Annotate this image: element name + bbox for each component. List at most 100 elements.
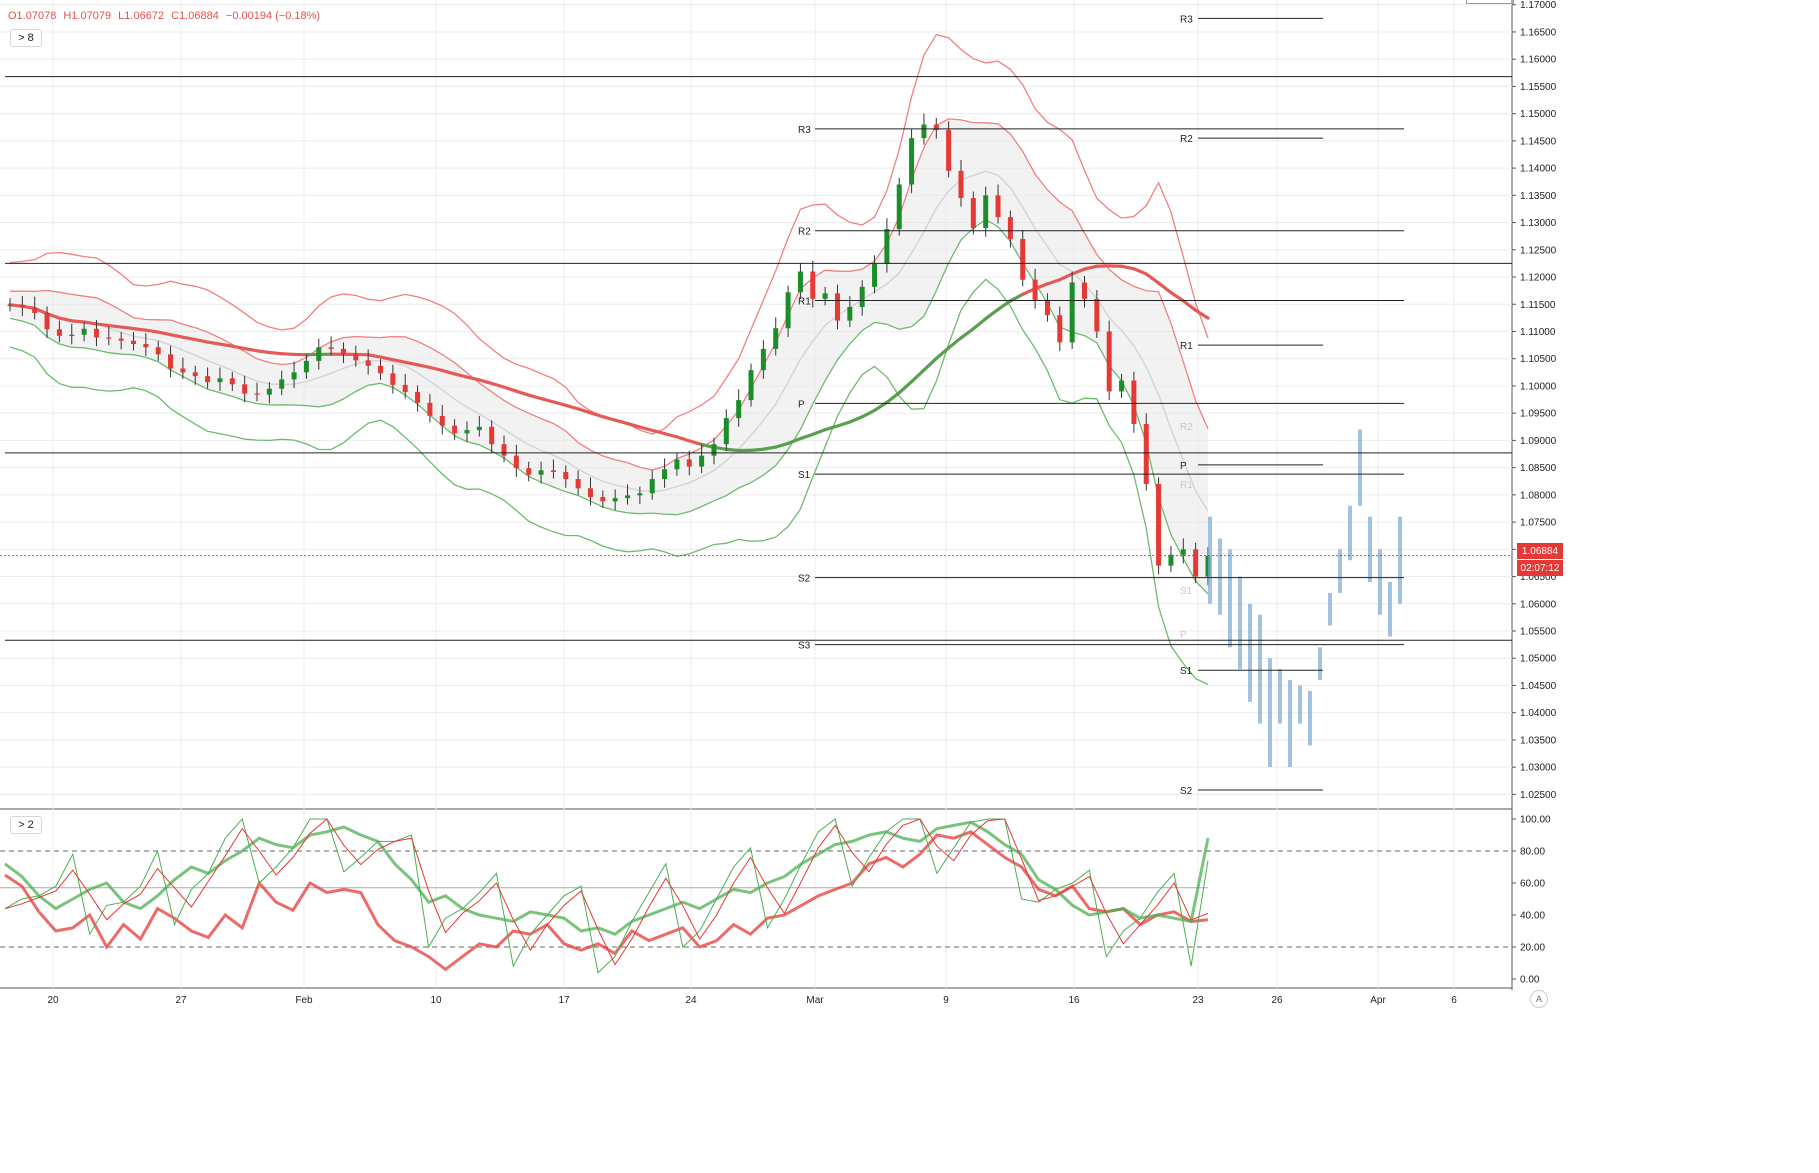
faded-pivot-label: R2 bbox=[1180, 422, 1193, 433]
forecast-bar bbox=[1318, 647, 1322, 681]
oscillator-indicators-toggle[interactable]: > 2 bbox=[10, 816, 42, 834]
candle-body bbox=[847, 306, 853, 321]
moving-average-segment bbox=[255, 349, 271, 355]
y-tick-label: 1.17000 bbox=[1520, 0, 1557, 11]
moving-average-segment bbox=[959, 327, 975, 340]
forecast-bar bbox=[1388, 581, 1392, 637]
moving-average-segment bbox=[403, 360, 420, 367]
candle-body bbox=[168, 354, 174, 369]
moving-average-segment bbox=[1144, 272, 1161, 285]
pivot-label: P bbox=[798, 399, 805, 410]
moving-average-segment bbox=[453, 372, 469, 379]
moving-average-segment bbox=[601, 415, 617, 422]
moving-average-segment bbox=[391, 358, 407, 364]
candle-body bbox=[526, 468, 532, 475]
candle-body bbox=[1032, 279, 1038, 300]
y-tick-label: 1.12000 bbox=[1520, 273, 1557, 284]
candle-body bbox=[19, 304, 25, 308]
forecast-bar bbox=[1238, 576, 1242, 670]
moving-average-segment bbox=[761, 445, 778, 451]
moving-average-segment bbox=[82, 320, 99, 326]
candle-body bbox=[773, 328, 779, 349]
forecast-bar bbox=[1208, 516, 1212, 604]
candle-body bbox=[983, 195, 989, 229]
moving-average-segment bbox=[57, 316, 74, 323]
candle-body bbox=[933, 124, 939, 130]
y-tick-label: 1.13500 bbox=[1520, 191, 1557, 202]
auto-scale-button[interactable]: A bbox=[1530, 990, 1548, 1008]
chart-canvas[interactable]: 20 27 Feb 10 17 24 Mar 9 16 23 26 Apr 6 1.17000 1.1650… bbox=[0, 0, 1568, 1011]
y-tick-label: 1.14500 bbox=[1520, 136, 1557, 147]
y-tick-label: 1.15000 bbox=[1520, 109, 1557, 120]
change-value: −0.00194 (−0.18%) bbox=[225, 10, 321, 22]
candle-body bbox=[946, 129, 952, 171]
y-tick-label: 1.05000 bbox=[1520, 654, 1557, 665]
moving-average-segment bbox=[119, 325, 136, 331]
y-tick-label: 1.13000 bbox=[1520, 218, 1557, 229]
candle-body bbox=[390, 373, 396, 385]
candle-body bbox=[44, 312, 50, 330]
forecast-bar bbox=[1358, 429, 1362, 506]
x-tick-label: 23 bbox=[1192, 995, 1204, 1006]
moving-average-segment bbox=[662, 432, 679, 439]
moving-average-segment bbox=[230, 344, 247, 351]
candle-body bbox=[476, 426, 482, 431]
moving-average-segment bbox=[70, 319, 86, 324]
y-tick-label: 1.04000 bbox=[1520, 708, 1557, 719]
candle-body bbox=[612, 498, 618, 502]
oscillator-fast-k bbox=[4, 817, 1209, 974]
candle-body bbox=[180, 368, 186, 373]
osc-tick-label: 60.00 bbox=[1520, 879, 1545, 890]
y-tick-label: 1.06500 bbox=[1520, 572, 1557, 583]
x-tick-label: Feb bbox=[295, 995, 313, 1006]
osc-tick-label: 20.00 bbox=[1520, 943, 1545, 954]
pivot-label: P bbox=[1180, 461, 1187, 472]
candle-body bbox=[760, 348, 766, 371]
main-indicators-toggle[interactable]: > 8 bbox=[10, 29, 42, 47]
forecast-bar bbox=[1308, 690, 1312, 746]
candle-body bbox=[328, 347, 334, 349]
pivot-label: S3 bbox=[798, 641, 811, 652]
y-tick-label: 1.03500 bbox=[1520, 735, 1557, 746]
candle-body bbox=[834, 293, 840, 321]
osc-tick-label: 0.00 bbox=[1520, 975, 1540, 986]
y-tick-label: 1.02500 bbox=[1520, 790, 1557, 801]
candle-body bbox=[439, 415, 445, 426]
candle-body bbox=[785, 292, 791, 329]
x-tick-label: 9 bbox=[943, 995, 949, 1006]
close-value: C1.06884 bbox=[171, 10, 219, 22]
candle-body bbox=[415, 391, 421, 403]
candle-body bbox=[464, 430, 470, 434]
moving-average-segment bbox=[687, 439, 704, 447]
candle-body bbox=[563, 471, 569, 480]
candle-body bbox=[736, 400, 742, 419]
candle-body bbox=[538, 470, 544, 475]
y-tick-label: 1.09500 bbox=[1520, 409, 1557, 420]
candle-body bbox=[699, 455, 705, 467]
y-tick-label: 1.04500 bbox=[1520, 681, 1557, 692]
pivot-label: R1 bbox=[798, 296, 811, 307]
candle-body bbox=[600, 497, 606, 502]
faded-pivot-label: P bbox=[1180, 630, 1187, 641]
pivot-label: R3 bbox=[1180, 14, 1193, 25]
y-tick-label: 1.12500 bbox=[1520, 245, 1557, 256]
moving-average-segment bbox=[181, 335, 197, 342]
candle-body bbox=[452, 425, 458, 434]
y-tick-label: 1.15500 bbox=[1520, 82, 1557, 93]
candle-body bbox=[575, 479, 581, 489]
candle-body bbox=[662, 469, 668, 480]
low-value: L1.06672 bbox=[118, 10, 165, 22]
candle-body bbox=[810, 271, 816, 299]
candle-body bbox=[501, 444, 507, 456]
x-tick-label: 27 bbox=[175, 995, 187, 1006]
moving-average-segment bbox=[243, 346, 259, 353]
candle-body bbox=[970, 198, 976, 229]
y-tick-label: 1.11500 bbox=[1520, 300, 1556, 311]
moving-average-segment bbox=[996, 299, 1012, 312]
moving-average-segment bbox=[1082, 264, 1099, 271]
candle-body bbox=[896, 184, 902, 230]
pivot-label: S1 bbox=[1180, 666, 1193, 677]
candle-body bbox=[242, 384, 248, 394]
moving-average-segment bbox=[1070, 267, 1087, 276]
candle-body bbox=[217, 378, 223, 383]
